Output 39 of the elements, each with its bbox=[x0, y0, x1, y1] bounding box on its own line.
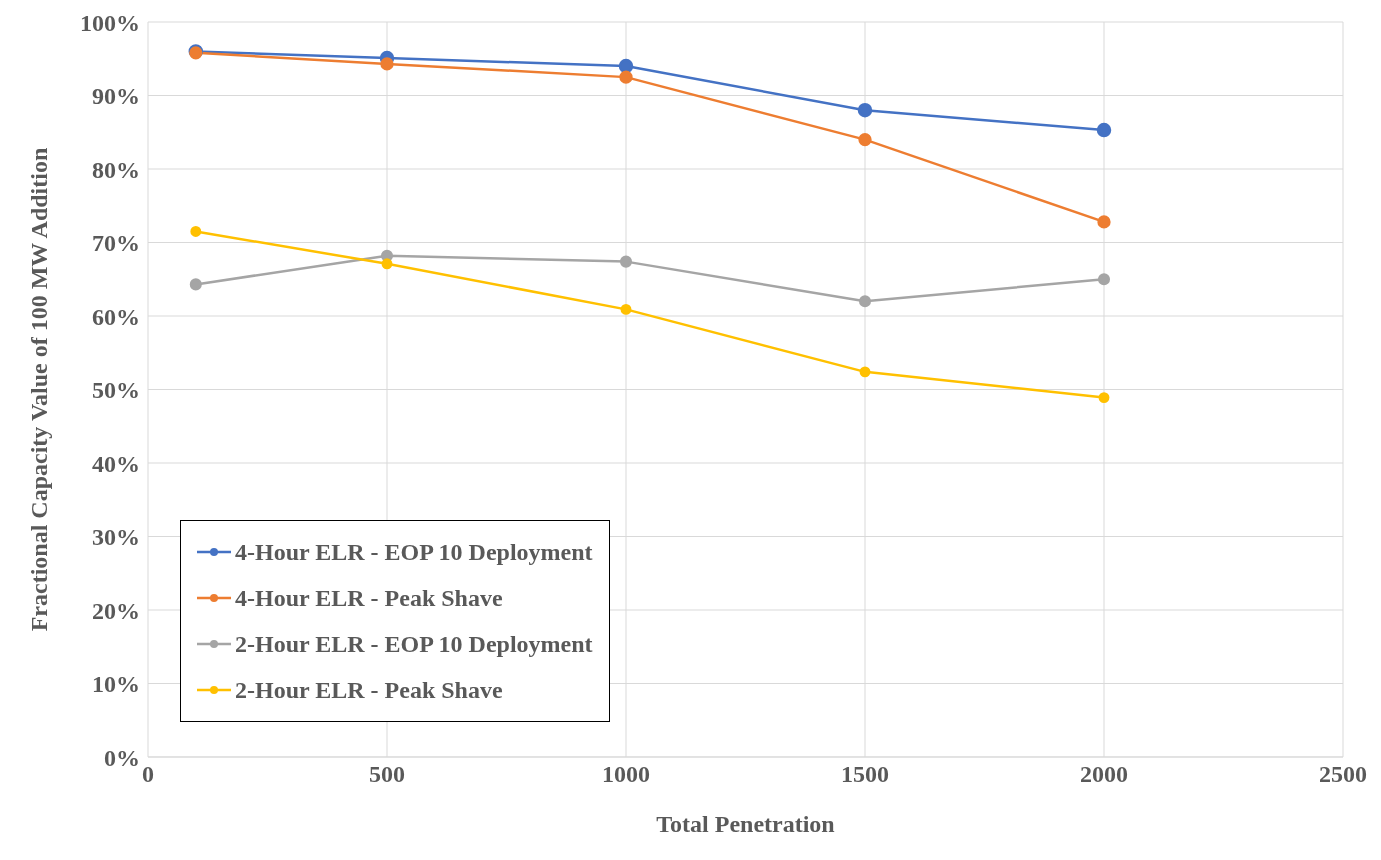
y-tick-label: 30% bbox=[92, 524, 140, 551]
x-tick-label: 2000 bbox=[1080, 761, 1128, 788]
point bbox=[859, 366, 871, 378]
x-tick-label: 2500 bbox=[1319, 761, 1367, 788]
point bbox=[620, 303, 632, 315]
y-tick-label: 40% bbox=[92, 450, 140, 477]
legend-label: 4-Hour ELR - Peak Shave bbox=[235, 584, 503, 612]
y-tick-label: 60% bbox=[92, 303, 140, 330]
point bbox=[618, 58, 634, 74]
point bbox=[619, 70, 633, 84]
y-tick-label: 10% bbox=[92, 671, 140, 698]
point bbox=[380, 57, 394, 71]
point bbox=[858, 295, 872, 308]
point bbox=[619, 255, 633, 268]
legend-label: 4-Hour ELR - EOP 10 Deployment bbox=[235, 538, 593, 566]
point bbox=[1098, 392, 1110, 404]
point bbox=[190, 226, 202, 237]
point bbox=[189, 278, 202, 291]
legend-label: 2-Hour ELR - EOP 10 Deployment bbox=[235, 630, 593, 658]
x-tick-label: 500 bbox=[369, 761, 405, 788]
legend-label: 2-Hour ELR - Peak Shave bbox=[235, 676, 503, 704]
point bbox=[1096, 122, 1112, 138]
y-tick-label: 100% bbox=[80, 9, 140, 36]
y-tick-label: 70% bbox=[92, 230, 140, 257]
point bbox=[1097, 215, 1111, 229]
y-tick-label: 20% bbox=[92, 597, 140, 624]
point bbox=[1097, 273, 1111, 286]
x-tick-label: 0 bbox=[142, 761, 154, 788]
y-axis-title: Fractional Capacity Value of 100 MW Addition bbox=[25, 147, 52, 632]
x-tick-label: 1500 bbox=[841, 761, 889, 788]
x-axis-title: Total Penetration bbox=[656, 811, 835, 837]
y-tick-label: 0% bbox=[104, 744, 140, 771]
x-tick-label: 1000 bbox=[602, 761, 650, 788]
point bbox=[857, 102, 873, 118]
y-tick-label: 90% bbox=[92, 83, 140, 110]
point bbox=[858, 132, 872, 147]
y-tick-label: 80% bbox=[92, 156, 140, 183]
point bbox=[381, 258, 393, 270]
y-tick-label: 50% bbox=[92, 377, 140, 404]
